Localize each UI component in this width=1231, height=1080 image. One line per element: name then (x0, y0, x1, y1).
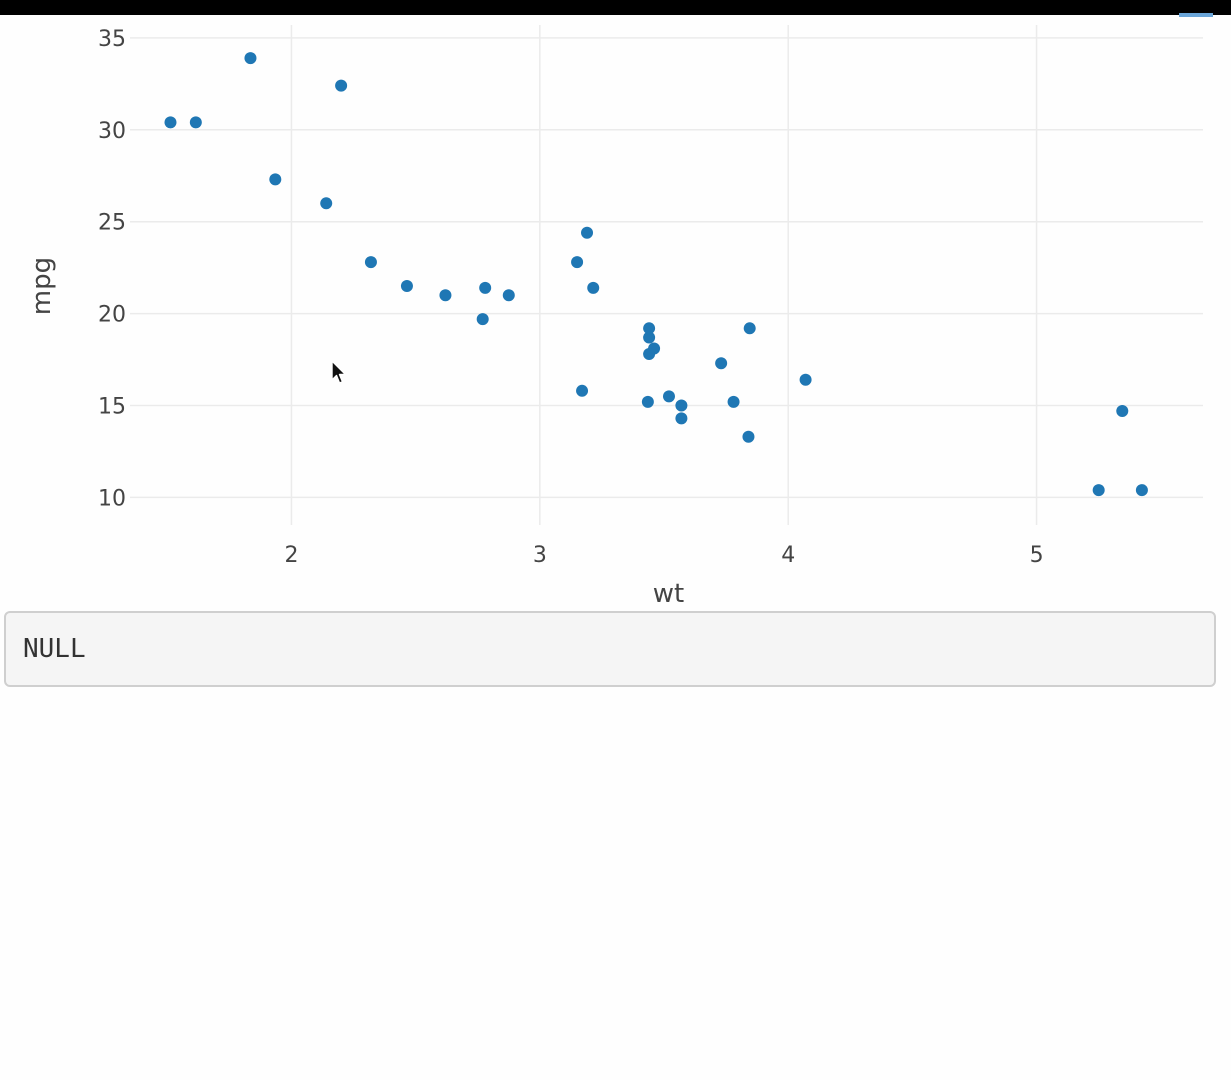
scatter-point[interactable] (439, 289, 452, 302)
scatter-points[interactable] (164, 52, 1148, 497)
console-output-text: NULL (23, 634, 86, 664)
x-tick-label: 4 (781, 543, 795, 568)
y-tick-label: 15 (98, 395, 126, 420)
y-axis-ticks: 10 15 20 25 30 35 (98, 27, 126, 512)
x-axis-ticks: 2 3 4 5 (284, 543, 1043, 568)
y-tick-label: 35 (98, 27, 126, 52)
scatter-point[interactable] (400, 280, 413, 293)
scatter-point[interactable] (727, 395, 740, 408)
scatter-point[interactable] (742, 430, 755, 443)
console-output-box: NULL (4, 611, 1216, 687)
scatter-point[interactable] (1135, 484, 1148, 497)
modebar-accent (1179, 13, 1213, 17)
scatter-point[interactable] (576, 384, 589, 397)
scatter-point[interactable] (335, 79, 348, 92)
y-tick-label: 25 (98, 211, 126, 236)
y-tick-label: 30 (98, 119, 126, 144)
scatter-point[interactable] (1116, 405, 1129, 418)
scatter-point[interactable] (715, 357, 728, 370)
scatter-point[interactable] (643, 322, 656, 335)
scatter-point[interactable] (502, 289, 515, 302)
grid-lines (130, 25, 1203, 525)
scatter-plot[interactable]: 10 15 20 25 30 35 2 3 4 5 wt mpg (0, 15, 1231, 610)
scatter-point[interactable] (244, 52, 257, 65)
scatter-point[interactable] (1092, 484, 1105, 497)
scatter-point[interactable] (269, 173, 282, 186)
scatter-point[interactable] (571, 256, 584, 269)
x-tick-label: 3 (533, 543, 547, 568)
x-tick-label: 5 (1030, 543, 1044, 568)
scatter-point[interactable] (581, 226, 594, 239)
scatter-point[interactable] (743, 322, 756, 335)
scatter-point[interactable] (364, 256, 377, 269)
scatter-point[interactable] (479, 281, 492, 294)
window-top-bar (0, 0, 1231, 15)
scatter-point[interactable] (643, 331, 656, 344)
scatter-point[interactable] (662, 390, 675, 403)
scatter-point[interactable] (476, 313, 489, 326)
y-tick-label: 10 (98, 486, 126, 511)
x-axis-title: wt (653, 579, 684, 609)
plot-svg[interactable]: 10 15 20 25 30 35 2 3 4 5 wt mpg (0, 15, 1231, 610)
y-axis-title: mpg (27, 257, 57, 315)
scatter-point[interactable] (675, 399, 688, 412)
scatter-point[interactable] (643, 348, 656, 361)
scatter-point[interactable] (799, 373, 812, 386)
scatter-point[interactable] (164, 116, 177, 129)
scatter-point[interactable] (320, 197, 333, 210)
scatter-point[interactable] (587, 281, 600, 294)
scatter-point[interactable] (641, 395, 654, 408)
scatter-point[interactable] (675, 412, 688, 425)
x-tick-label: 2 (284, 543, 298, 568)
scatter-point[interactable] (189, 116, 202, 129)
y-tick-label: 20 (98, 303, 126, 328)
